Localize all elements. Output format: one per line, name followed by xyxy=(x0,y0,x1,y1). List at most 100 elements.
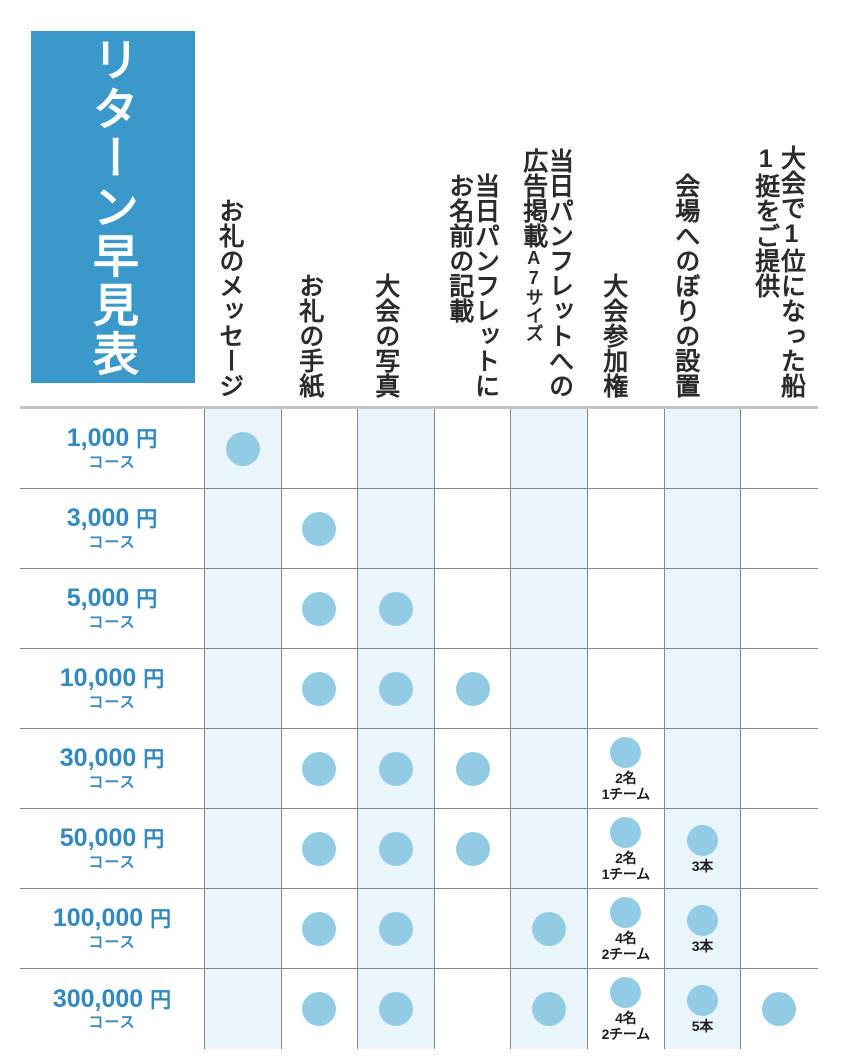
included-dot-icon xyxy=(610,977,642,1009)
course-amount: 300,000 円 xyxy=(53,986,171,1012)
course-label-cell: 10,000 円コース xyxy=(20,649,205,728)
table-row: 1,000 円コース xyxy=(20,409,818,489)
cell-pamphlet_name xyxy=(435,969,512,1049)
course-amount-number: 50,000 xyxy=(59,824,144,853)
column-header-pamphlet-ad-main: 当日パンフレットへの 広告掲載 xyxy=(519,148,574,398)
included-dot-icon xyxy=(378,751,413,786)
cell-boat_donation xyxy=(741,569,818,648)
cell-pamphlet_ad xyxy=(511,969,588,1049)
column-header-thanks-letter: お礼の手紙 xyxy=(295,273,324,398)
course-amount-yen: 円 xyxy=(143,668,165,692)
table-row: 100,000 円コース 4名 2チーム 3本 xyxy=(20,889,818,969)
cell-boat_donation xyxy=(741,889,818,968)
cell-entry_right xyxy=(588,649,665,728)
included-dot-icon xyxy=(225,431,260,466)
column-header-boat-donation: 大会で1位になった船 1挺をご提供 xyxy=(751,145,806,398)
course-amount-yen: 円 xyxy=(136,428,158,452)
course-amount-number: 10,000 xyxy=(59,664,144,693)
included-dot-icon xyxy=(532,992,567,1026)
cell-note: 2名 1チーム xyxy=(601,849,650,882)
course-amount: 50,000 円 xyxy=(60,825,164,851)
course-amount-yen: 円 xyxy=(150,988,172,1012)
cell-thanks_message xyxy=(205,969,282,1049)
table-row: 5,000 円コース xyxy=(20,569,818,649)
cell-thanks_letter xyxy=(282,489,359,568)
cell-banner_setup: 3本 xyxy=(664,809,742,888)
cell-thanks_letter xyxy=(282,569,359,648)
column-header-pamphlet-ad: 当日パンフレットへの 広告掲載A7サイズ xyxy=(519,148,574,398)
cell-event_photo xyxy=(358,809,435,888)
course-label-cell: 3,000 円コース xyxy=(20,489,205,568)
cell-pamphlet_ad xyxy=(511,809,588,888)
cell-thanks_message xyxy=(205,809,282,888)
included-dot-icon xyxy=(686,904,718,936)
course-label-cell: 100,000 円コース xyxy=(20,889,205,968)
course-amount-number: 300,000 xyxy=(52,984,151,1013)
cell-boat_donation xyxy=(741,969,818,1049)
cell-entry_right: 4名 2チーム xyxy=(588,889,665,968)
course-amount: 30,000 円 xyxy=(60,745,164,771)
cell-pamphlet_name xyxy=(435,489,512,568)
cell-pamphlet_name xyxy=(435,409,512,488)
cell-boat_donation xyxy=(741,409,818,488)
cell-banner_setup xyxy=(664,729,742,808)
column-header-banner-setup: 会場へのぼりの設置 xyxy=(671,173,700,398)
cell-boat_donation xyxy=(741,809,818,888)
cell-pamphlet_ad xyxy=(511,569,588,648)
cell-pamphlet_name xyxy=(435,809,512,888)
course-label-cell: 300,000 円コース xyxy=(20,969,205,1049)
cell-pamphlet_ad xyxy=(511,409,588,488)
cell-entry_right: 4名 2チーム xyxy=(588,969,665,1049)
cell-thanks_letter xyxy=(282,809,359,888)
course-suffix: コース xyxy=(88,613,136,631)
table-row: 3,000 円コース xyxy=(20,489,818,569)
cell-event_photo xyxy=(358,889,435,968)
cell-note: 3本 xyxy=(691,937,713,954)
included-dot-icon xyxy=(686,985,718,1017)
title-block: リターン早見表 xyxy=(31,31,195,383)
included-dot-icon xyxy=(378,591,413,626)
cell-note: 5本 xyxy=(691,1018,713,1035)
column-header-event-photo: 大会の写真 xyxy=(371,273,400,398)
included-dot-icon xyxy=(378,831,413,866)
column-header-pamphlet-ad-size: A7サイズ xyxy=(523,248,544,342)
cell-note: 4名 2チーム xyxy=(601,1010,650,1042)
cell-entry_right xyxy=(588,409,665,488)
cell-pamphlet_name xyxy=(435,889,512,968)
included-dot-icon xyxy=(610,816,642,848)
cell-event_photo xyxy=(358,489,435,568)
included-dot-icon xyxy=(302,511,337,546)
cell-banner_setup xyxy=(664,489,742,568)
cell-event_photo xyxy=(358,969,435,1049)
included-dot-icon xyxy=(302,751,337,786)
included-dot-icon xyxy=(302,671,337,706)
included-dot-icon xyxy=(762,992,797,1026)
course-amount-number: 3,000 xyxy=(66,504,137,533)
return-table: 1,000 円コース 3,000 円コース 5,000 円コース 10,000 円コー… xyxy=(20,406,818,1049)
cell-event_photo xyxy=(358,569,435,648)
table-row: 50,000 円コース 2名 1チーム 3本 xyxy=(20,809,818,889)
column-header-thanks-message: お礼のメッセージ xyxy=(215,198,244,398)
course-label-cell: 30,000 円コース xyxy=(20,729,205,808)
course-amount-yen: 円 xyxy=(136,508,158,532)
included-dot-icon xyxy=(378,671,413,706)
included-dot-icon xyxy=(455,831,490,866)
included-dot-icon xyxy=(686,824,718,856)
course-amount: 1,000 円 xyxy=(67,425,158,451)
column-header-entry-right: 大会参加権 xyxy=(599,273,628,398)
course-suffix: コース xyxy=(88,773,136,791)
course-suffix: コース xyxy=(88,1014,136,1032)
course-amount-number: 100,000 xyxy=(52,904,151,933)
course-amount-yen: 円 xyxy=(143,748,165,772)
course-amount-number: 30,000 xyxy=(59,744,144,773)
included-dot-icon xyxy=(532,911,567,946)
cell-banner_setup xyxy=(664,409,742,488)
table-row: 10,000 円コース xyxy=(20,649,818,729)
cell-thanks_letter xyxy=(282,649,359,728)
included-dot-icon xyxy=(455,671,490,706)
course-amount: 10,000 円 xyxy=(60,665,164,691)
cell-thanks_message xyxy=(205,889,282,968)
course-amount: 3,000 円 xyxy=(67,505,158,531)
course-amount: 100,000 円 xyxy=(53,905,171,931)
course-amount: 5,000 円 xyxy=(67,585,158,611)
